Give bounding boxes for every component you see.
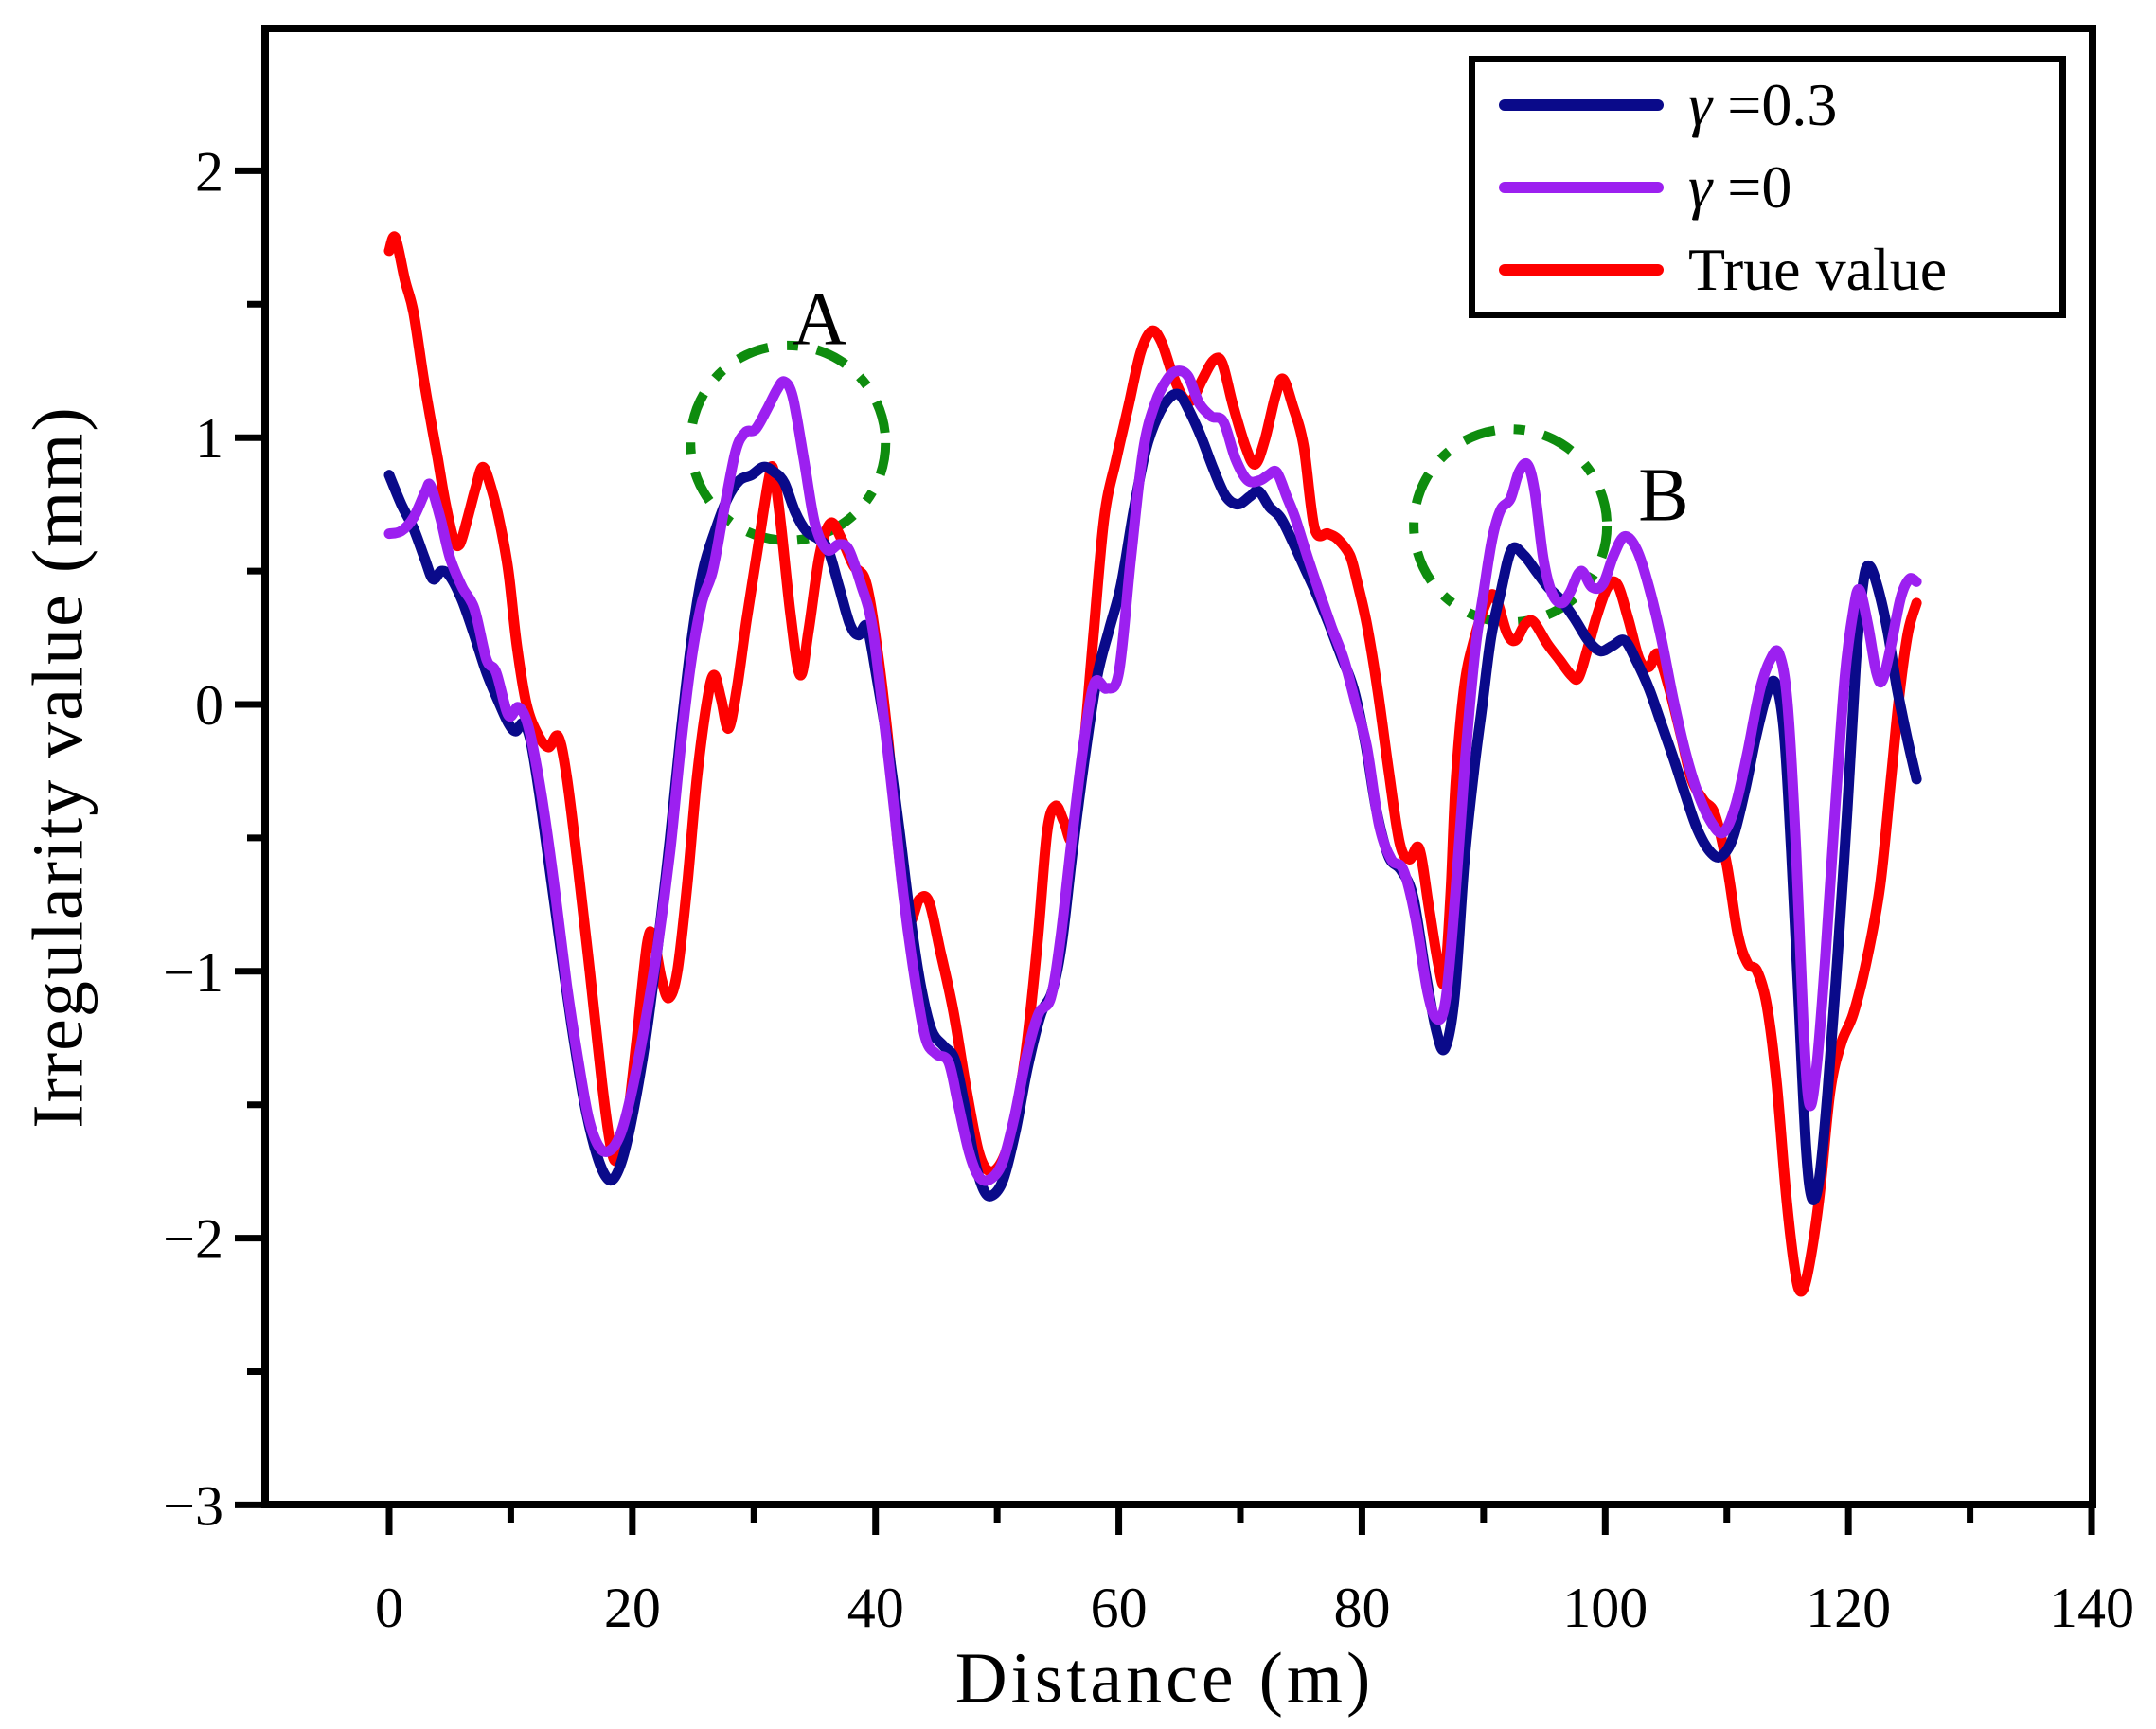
- y-tick-label: −2: [163, 1208, 223, 1271]
- legend-label-true-value: True value: [1688, 235, 1948, 303]
- x-tick-label: 80: [1333, 1577, 1390, 1639]
- x-tick-label: 20: [604, 1577, 661, 1639]
- x-tick-label: 0: [375, 1577, 403, 1639]
- legend-item-gamma0: γ =0: [1475, 146, 2059, 228]
- legend-line-gamma0-icon: [1499, 181, 1664, 193]
- annotation-circle-a: [686, 340, 891, 545]
- annotation-label-b: B: [1638, 454, 1689, 538]
- y-tick-label: 2: [195, 140, 223, 203]
- series-line-gamma0: [383, 365, 1922, 1186]
- annotation-label-a: A: [792, 277, 847, 362]
- legend-line-gamma03-icon: [1499, 98, 1664, 111]
- x-tick-label: 140: [2049, 1577, 2134, 1639]
- y-tick-label: 0: [195, 674, 223, 737]
- legend-label-gamma0: γ =0: [1688, 152, 1792, 221]
- x-axis-title: Distance (m): [954, 1638, 1375, 1719]
- legend-item-gamma03: γ =0.3: [1475, 63, 2059, 146]
- plot-frame: [261, 25, 2096, 1508]
- legend-line-true-value-icon: [1499, 263, 1664, 276]
- y-axis-title: Irregularity value (mm): [18, 405, 98, 1129]
- legend: γ =0.3 γ =0 True value: [1469, 56, 2066, 318]
- legend-label-gamma03: γ =0.3: [1688, 70, 1838, 138]
- x-tick-label: 40: [847, 1577, 904, 1639]
- x-tick-label: 60: [1091, 1577, 1148, 1639]
- series-line-gamma03: [383, 388, 1922, 1205]
- y-tick-label: −1: [163, 941, 223, 1004]
- x-tick-label: 120: [1806, 1577, 1891, 1639]
- y-tick-label: 1: [195, 407, 223, 470]
- y-tick-label: −3: [163, 1474, 223, 1537]
- legend-item-true-value: True value: [1475, 228, 2059, 311]
- annotation-circle-b: [1409, 424, 1613, 628]
- x-tick-label: 100: [1562, 1577, 1648, 1639]
